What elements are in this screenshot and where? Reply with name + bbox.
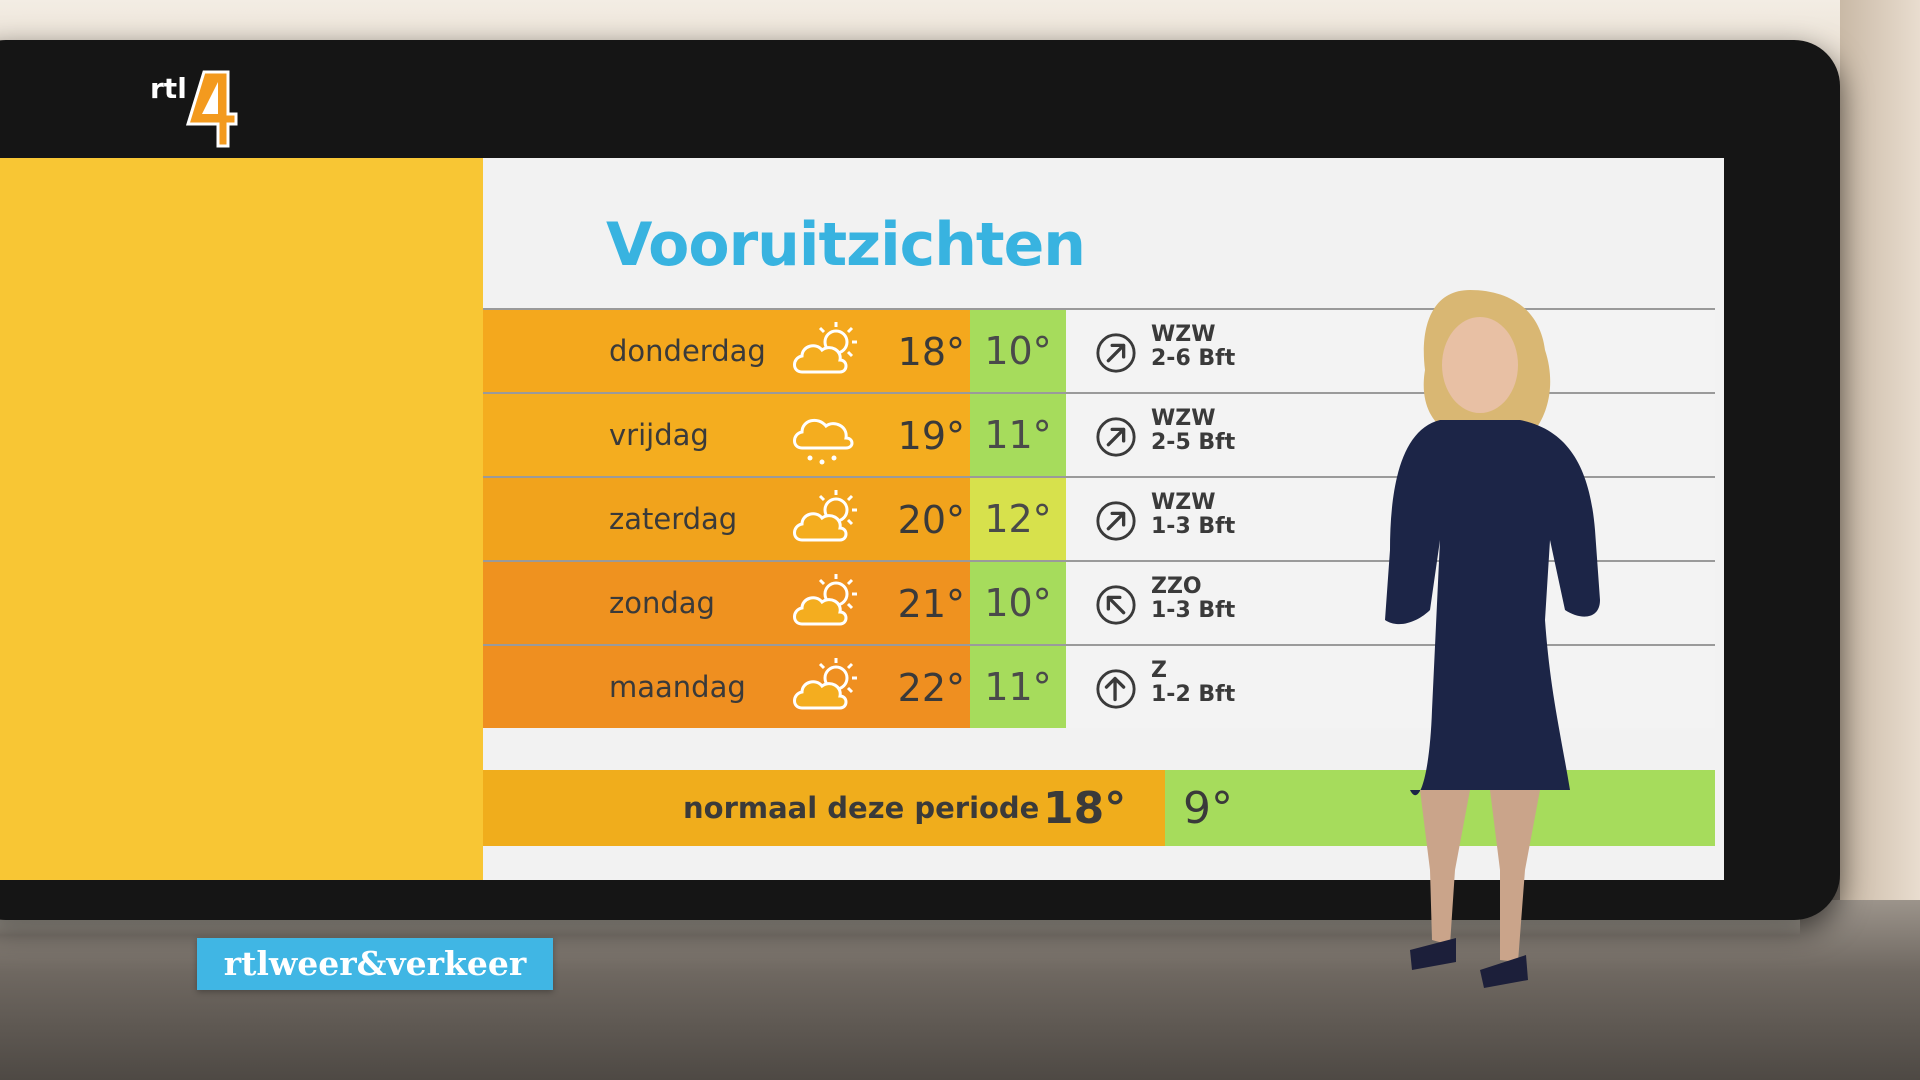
side-panel xyxy=(0,158,483,880)
wind-info: Z 1-2 Bft xyxy=(1151,659,1235,707)
day-label: zaterdag xyxy=(609,502,738,536)
normal-period-label: normaal deze periode xyxy=(683,791,1040,825)
day-label: donderdag xyxy=(609,334,766,368)
arrow-northeast-icon xyxy=(1096,417,1136,457)
forecast-title: Vooruitzichten xyxy=(606,210,1086,280)
row-divider xyxy=(483,308,1715,310)
normal-max-cell: normaal deze periode 18° xyxy=(483,770,1165,846)
max-temp: 20° xyxy=(897,498,965,542)
min-temp-cell: 12° xyxy=(970,478,1066,560)
normal-min-temp: 9° xyxy=(1183,783,1233,834)
wind-info: WZW 2-6 Bft xyxy=(1151,323,1235,371)
wind-force: 1-3 Bft xyxy=(1151,514,1236,539)
wind-force: 2-5 Bft xyxy=(1151,430,1236,455)
row-divider xyxy=(483,392,1715,394)
forecast-row: zondag 21° 10° ZZO 1-3 Bft xyxy=(483,560,1715,644)
rtl4-logo xyxy=(185,70,238,148)
min-temp-cell: 11° xyxy=(970,394,1066,476)
studio-wall-right xyxy=(1840,0,1920,900)
wind-force: 1-2 Bft xyxy=(1151,682,1236,707)
presenter xyxy=(1385,290,1600,988)
sun-behind-cloud-icon xyxy=(793,658,857,710)
row-divider xyxy=(483,644,1715,646)
max-temp-cell: maandag 22° xyxy=(483,646,970,728)
wind-direction: ZZO xyxy=(1151,574,1202,599)
arrow-northeast-icon xyxy=(1096,501,1136,541)
max-temp-cell: zondag 21° xyxy=(483,562,970,644)
min-temp-cell: 10° xyxy=(970,310,1066,392)
row-divider xyxy=(483,560,1715,562)
min-temp: 10° xyxy=(984,581,1052,625)
max-temp: 22° xyxy=(897,666,965,710)
weer-verkeer-badge: rtlweer&verkeer xyxy=(197,938,553,990)
wind-direction: Z xyxy=(1151,658,1167,683)
wind-info: ZZO 1-3 Bft xyxy=(1151,575,1235,623)
row-divider xyxy=(483,476,1715,478)
arrow-north-icon xyxy=(1096,669,1136,709)
wind-force: 2-6 Bft xyxy=(1151,346,1236,371)
sun-behind-cloud-icon xyxy=(793,322,857,374)
min-temp: 11° xyxy=(984,665,1052,709)
wind-info: WZW 2-5 Bft xyxy=(1151,407,1235,455)
day-label: vrijdag xyxy=(609,418,709,452)
max-temp-cell: vrijdag 19° xyxy=(483,394,970,476)
wind-direction: WZW xyxy=(1151,490,1216,515)
rain-cloud-icon xyxy=(793,418,854,465)
sun-behind-cloud-icon xyxy=(793,490,857,542)
min-temp-cell: 11° xyxy=(970,646,1066,728)
max-temp: 21° xyxy=(897,582,965,626)
wind-direction: WZW xyxy=(1151,406,1216,431)
min-temp-cell: 10° xyxy=(970,562,1066,644)
wind-info: WZW 1-3 Bft xyxy=(1151,491,1235,539)
forecast-row: maandag 22° 11° Z 1-2 Bft xyxy=(483,644,1715,728)
arrow-northwest-icon xyxy=(1096,585,1136,625)
min-temp: 12° xyxy=(984,497,1052,541)
min-temp: 11° xyxy=(984,413,1052,457)
max-temp: 18° xyxy=(897,330,965,374)
max-temp: 19° xyxy=(897,414,965,458)
normal-max-temp: 18° xyxy=(1043,783,1127,834)
wind-direction: WZW xyxy=(1151,322,1216,347)
arrow-northeast-icon xyxy=(1096,333,1136,373)
max-temp-cell: zaterdag 20° xyxy=(483,478,970,560)
day-label: zondag xyxy=(609,586,715,620)
sun-behind-cloud-icon xyxy=(793,574,857,626)
channel-logo-text: rtl xyxy=(150,72,187,105)
min-temp: 10° xyxy=(984,329,1052,373)
wind-force: 1-3 Bft xyxy=(1151,598,1236,623)
day-label: maandag xyxy=(609,670,746,704)
max-temp-cell: donderdag 18° xyxy=(483,310,970,392)
